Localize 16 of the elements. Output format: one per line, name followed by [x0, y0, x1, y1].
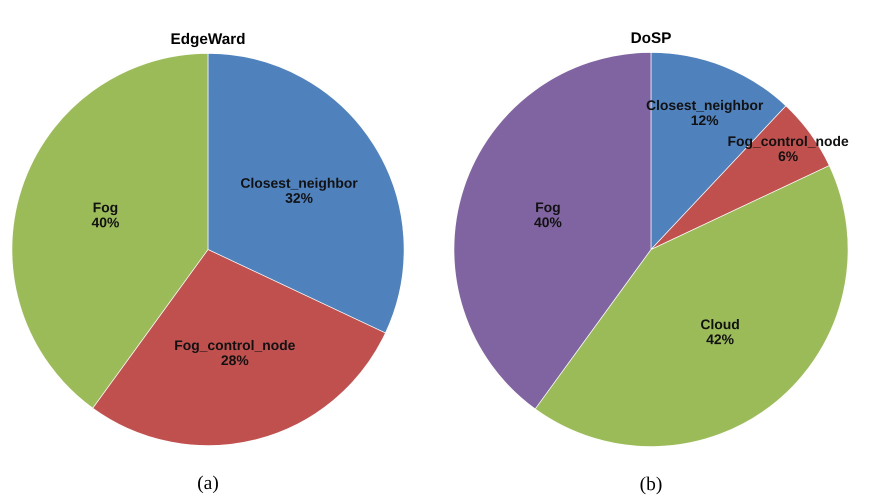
text: (a) — [198, 476, 218, 494]
data-label: 40% — [92, 218, 119, 228]
slice-label: Fog — [94, 202, 118, 216]
data-label: 32% — [285, 193, 313, 203]
slice-label: Closest_neighbor — [240, 178, 358, 191]
chart-title: DoSP — [632, 32, 671, 44]
slice-label: Cloud — [700, 319, 739, 330]
slice-label: Fog_control_node — [175, 340, 295, 353]
data-label: 6% — [778, 151, 798, 162]
slice-label: Fog — [536, 202, 560, 215]
data-label: 12% — [692, 115, 718, 126]
data-label: 42% — [706, 334, 734, 344]
data-label: 28% — [221, 355, 248, 366]
chart-title: EdgeWard — [172, 32, 244, 48]
text: (b) — [640, 476, 662, 494]
data-label: 40% — [534, 217, 562, 228]
